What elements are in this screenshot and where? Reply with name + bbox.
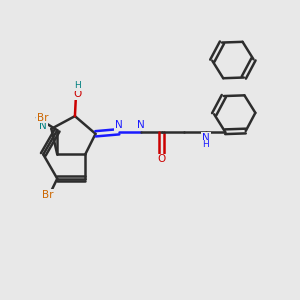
Text: N: N xyxy=(39,122,47,131)
Text: H: H xyxy=(74,81,81,90)
Text: Br: Br xyxy=(37,113,49,123)
Text: N: N xyxy=(137,120,145,130)
Text: N: N xyxy=(115,120,123,130)
Text: H: H xyxy=(40,114,46,123)
Text: H: H xyxy=(202,140,209,149)
Text: O: O xyxy=(158,154,166,164)
Text: Br: Br xyxy=(42,190,53,200)
Text: O: O xyxy=(74,89,82,99)
Text: N: N xyxy=(202,133,210,143)
